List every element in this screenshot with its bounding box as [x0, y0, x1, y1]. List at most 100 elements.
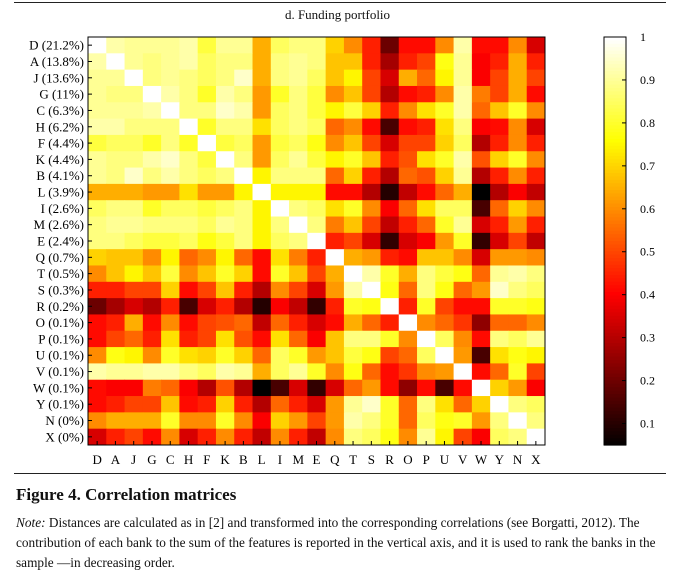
- heatmap-cell: [142, 347, 162, 364]
- heatmap-cell: [471, 232, 491, 250]
- heatmap-cell: [380, 281, 400, 299]
- heatmap-cell: [398, 428, 418, 446]
- heatmap-cell: [435, 363, 455, 381]
- colorbar-segment: [604, 400, 626, 405]
- heatmap-cell: [435, 200, 455, 218]
- heatmap-cell: [471, 151, 491, 169]
- colorbar-segment: [604, 60, 626, 65]
- heatmap-cell: [471, 363, 491, 381]
- heatmap-cell: [307, 330, 327, 348]
- heatmap-cell: [490, 102, 509, 120]
- heatmap-cell: [88, 102, 107, 120]
- heatmap-cell: [124, 118, 144, 136]
- heatmap-cell: [289, 314, 308, 332]
- colorbar-segment: [604, 431, 626, 436]
- row-label: L (3.9%): [38, 185, 84, 200]
- heatmap-cell: [289, 85, 308, 103]
- heatmap-cell: [252, 249, 272, 266]
- heatmap-cell: [142, 118, 162, 136]
- heatmap-cell: [417, 216, 436, 234]
- heatmap-cell: [106, 412, 126, 430]
- heatmap-cell: [398, 69, 418, 87]
- col-label: Y: [495, 452, 505, 467]
- heatmap-cell: [270, 428, 290, 446]
- heatmap-cell: [215, 281, 235, 299]
- heatmap-cell: [453, 379, 473, 397]
- heatmap-cell: [526, 183, 546, 201]
- heatmap-cell: [325, 249, 345, 266]
- heatmap-cell: [234, 216, 254, 234]
- heatmap-cell: [380, 102, 400, 120]
- col-label: Q: [330, 452, 340, 467]
- colorbar-segment: [604, 421, 626, 426]
- heatmap-cell: [161, 167, 180, 185]
- heatmap-cell: [106, 167, 126, 185]
- heatmap-cell: [234, 265, 254, 283]
- heatmap-cell: [142, 363, 162, 381]
- heatmap-cell: [234, 281, 254, 299]
- colorbar-segment: [604, 200, 626, 205]
- heatmap-cell: [307, 281, 327, 299]
- heatmap-cell: [435, 167, 455, 185]
- heatmap-cell: [270, 281, 290, 299]
- heatmap-cell: [270, 134, 290, 152]
- heatmap-cell: [106, 118, 126, 136]
- heatmap-cell: [471, 216, 491, 234]
- col-label: O: [403, 452, 412, 467]
- heatmap-cell: [215, 330, 235, 348]
- colorbar-segment: [604, 159, 626, 164]
- heatmap-cell: [508, 200, 528, 218]
- heatmap-cell: [343, 216, 363, 234]
- heatmap-cell: [526, 363, 546, 381]
- colorbar-segment: [604, 346, 626, 351]
- heatmap-cell: [161, 396, 180, 413]
- heatmap-cell: [508, 37, 528, 54]
- heatmap-cell: [362, 363, 381, 381]
- heatmap-cell: [417, 102, 436, 120]
- heatmap-cell: [270, 396, 290, 413]
- colorbar-segment: [604, 101, 626, 106]
- heatmap-cell: [142, 249, 162, 266]
- heatmap-cell: [526, 347, 546, 364]
- colorbar-segment: [604, 230, 626, 235]
- heatmap-cell: [289, 151, 308, 169]
- heatmap-cell: [398, 363, 418, 381]
- heatmap-cell: [106, 314, 126, 332]
- heatmap-cell: [234, 102, 254, 120]
- heatmap-cell: [325, 265, 345, 283]
- heatmap-cell: [215, 216, 235, 234]
- heatmap-cell: [142, 298, 162, 315]
- col-label: S: [368, 452, 375, 467]
- colorbar-segment: [604, 64, 626, 69]
- heatmap-cell: [234, 118, 254, 136]
- heatmap-cell: [380, 85, 400, 103]
- colorbar-segment: [604, 349, 626, 354]
- heatmap-cell: [362, 37, 381, 54]
- heatmap-cell: [417, 69, 436, 87]
- heatmap-cell: [161, 102, 180, 120]
- heatmap-cell: [526, 379, 546, 397]
- heatmap-cell: [307, 347, 327, 364]
- col-label: T: [349, 452, 357, 467]
- colorbar-segment: [604, 81, 626, 86]
- heatmap-cell: [88, 396, 107, 413]
- row-label: N (0%): [45, 413, 84, 428]
- heatmap-cell: [490, 249, 509, 266]
- heatmap-cell: [490, 134, 509, 152]
- heatmap-cell: [88, 167, 107, 185]
- heatmap-cell: [161, 330, 180, 348]
- heatmap-cell: [124, 265, 144, 283]
- heatmap-cell: [398, 134, 418, 152]
- heatmap-cell: [161, 200, 180, 218]
- heatmap-cell: [215, 412, 235, 430]
- colorbar-segment: [604, 275, 626, 279]
- heatmap-cell: [106, 183, 126, 201]
- colorbar-segment: [604, 118, 626, 123]
- colorbar-segment: [604, 370, 626, 375]
- heatmap-cell: [453, 298, 473, 315]
- heatmap-cell: [307, 428, 327, 446]
- heatmap-cell: [471, 412, 491, 430]
- heatmap-cell: [417, 314, 436, 332]
- colorbar-segment: [604, 326, 626, 330]
- heatmap-cell: [490, 314, 509, 332]
